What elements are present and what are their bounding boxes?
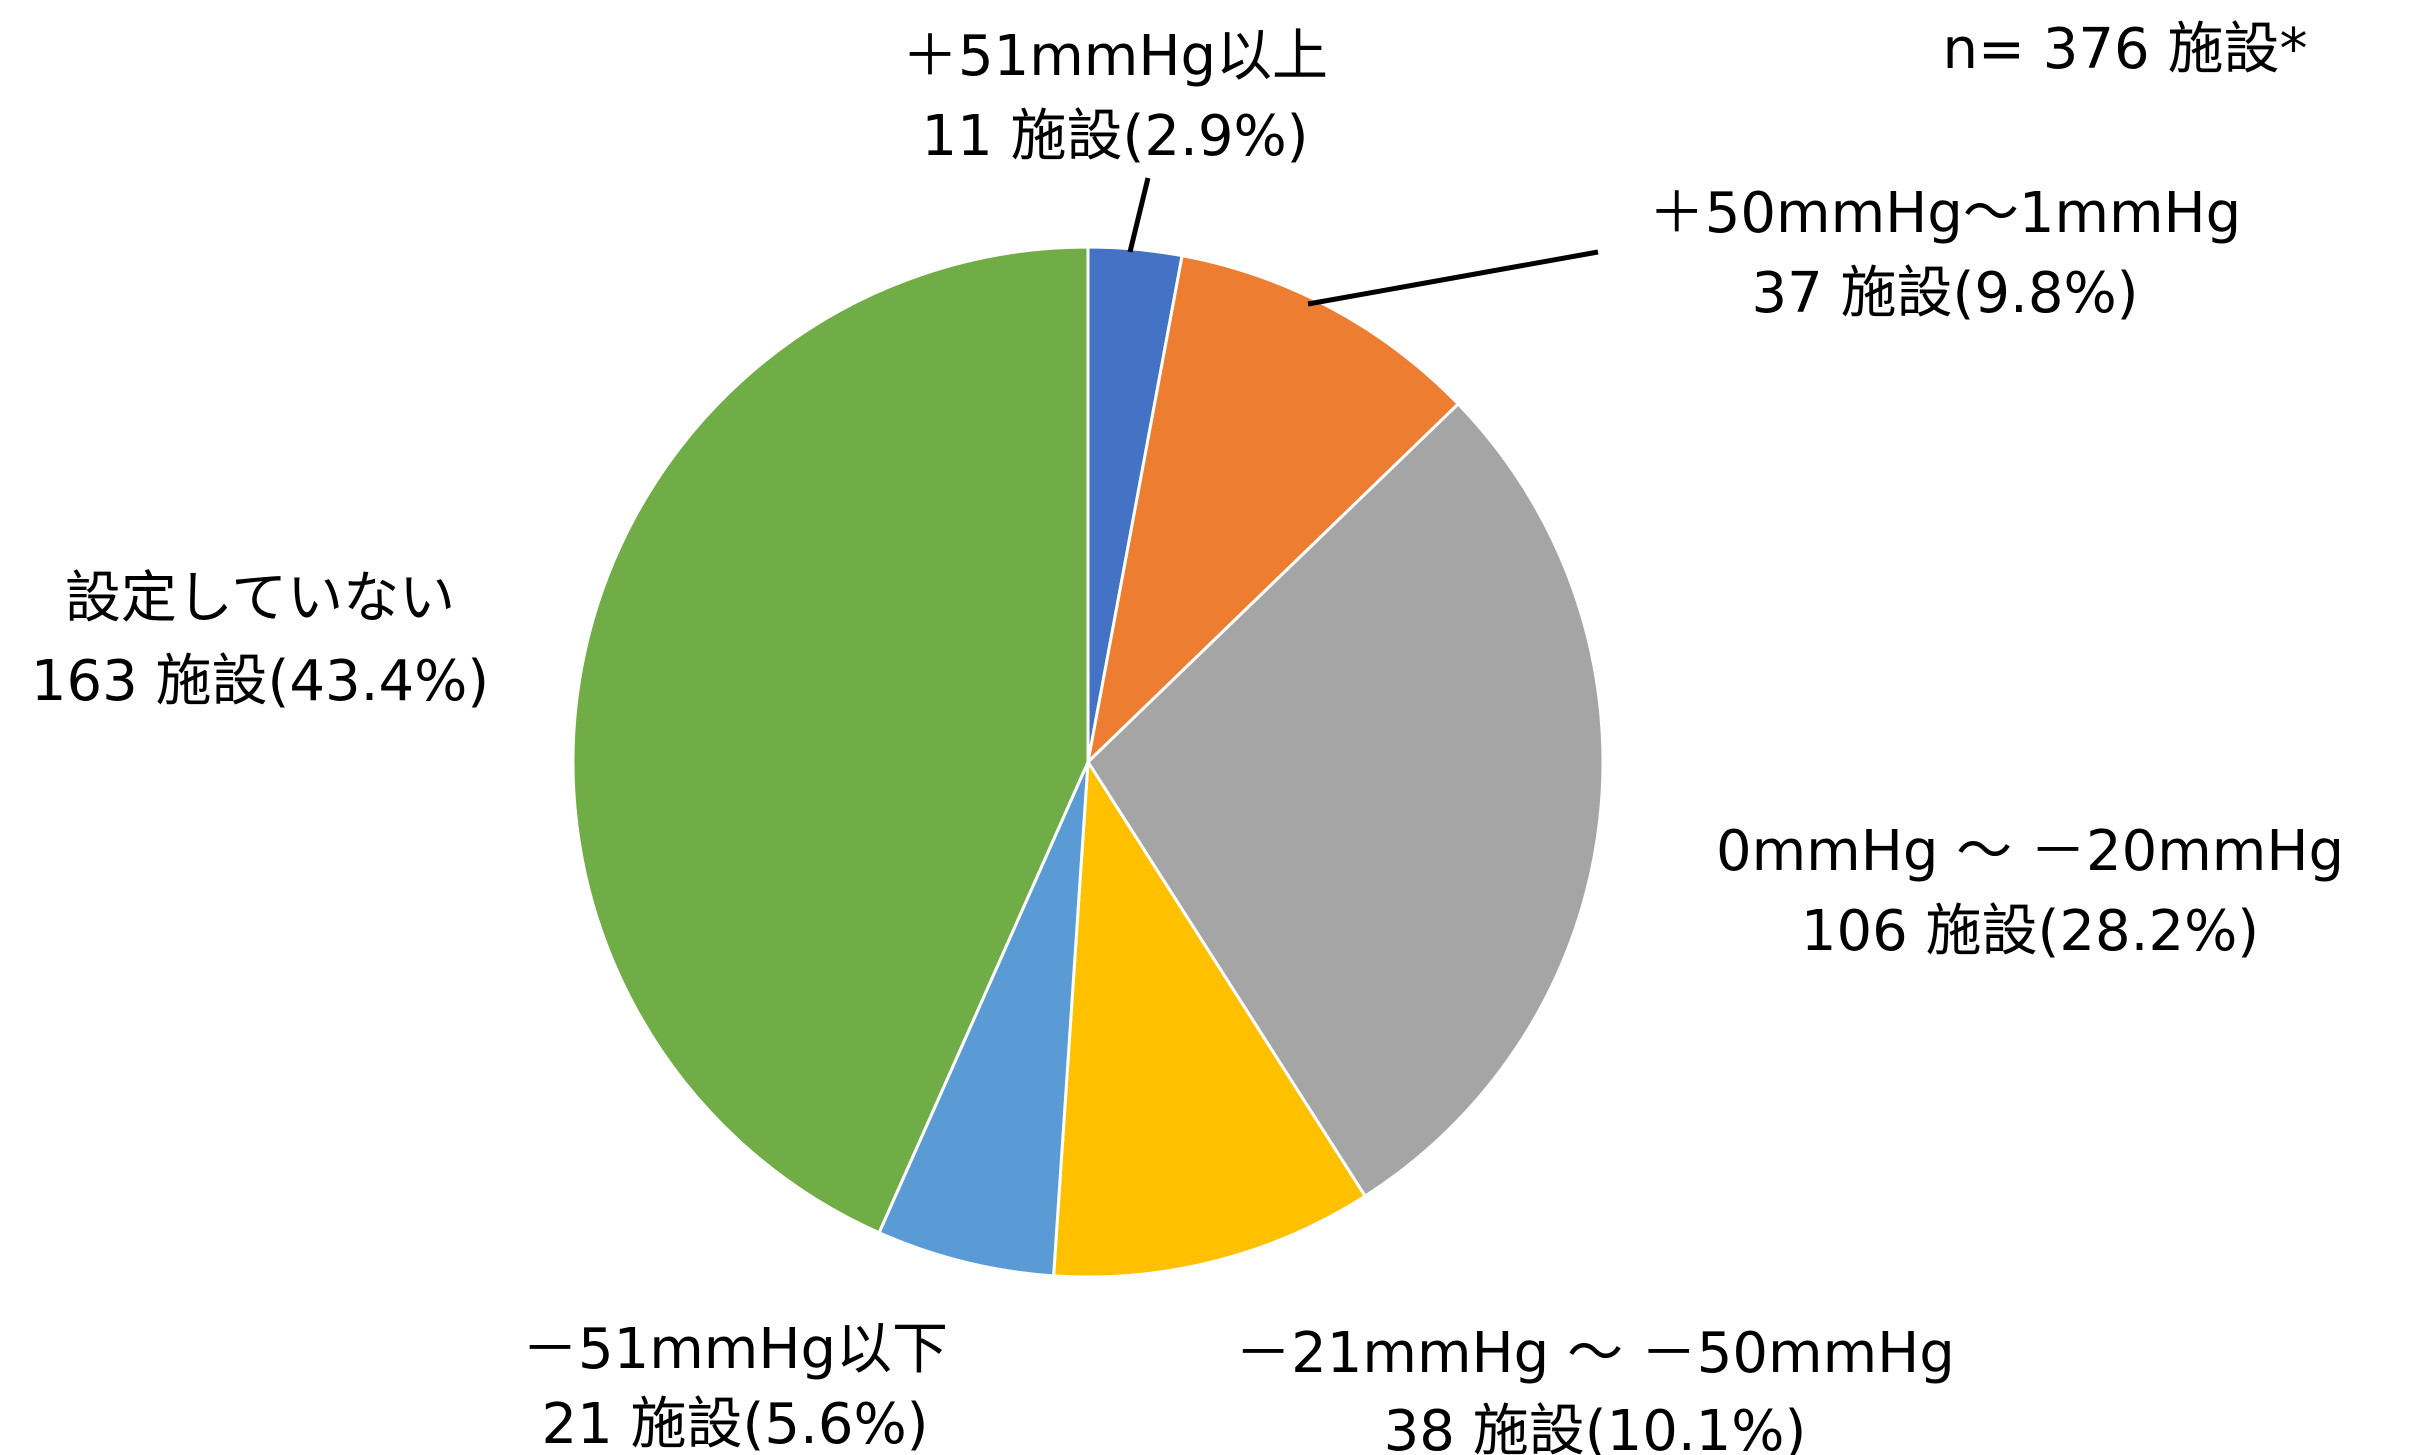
pie-slice	[1052, 757, 1368, 1279]
slice-count-label: 106 施設(28.2%)	[1801, 899, 2259, 964]
slice-count-label: 37 施設(9.8%)	[1751, 261, 2138, 326]
leader-lines	[1127, 177, 1599, 307]
slice-name-label: 設定していない	[65, 566, 455, 631]
slice-name-label: 0mmHg ～ －20mmHg	[1716, 819, 2344, 884]
slice-name-label: ＋51mmHg以上	[902, 24, 1328, 89]
pie-slice	[571, 245, 1090, 1235]
pie-slices	[571, 245, 1605, 1279]
leader-line	[1127, 177, 1151, 253]
slice-name-label: －51mmHg以下	[522, 1317, 948, 1382]
total-note: n= 376 施設*	[1943, 17, 2308, 82]
slice-labels: ＋51mmHg以上 11 施設(2.9%) ＋50mmHg～1mmHg 37 施設(9…	[31, 24, 2344, 1455]
pie-slice	[1086, 401, 1605, 1199]
slice-count-label: 21 施設(5.6%)	[541, 1392, 928, 1455]
leader-line	[1307, 249, 1599, 307]
slice-count-label: 163 施設(43.4%)	[31, 649, 489, 714]
slice-name-label: ＋50mmHg～1mmHg	[1649, 181, 2241, 246]
pie-slice	[1085, 253, 1461, 767]
slice-count-label: 38 施設(10.1%)	[1384, 1399, 1807, 1455]
slice-name-label: －21mmHg ～ －50mmHg	[1235, 1321, 1955, 1386]
slice-count-label: 11 施設(2.9%)	[921, 104, 1308, 169]
pie-slice	[877, 761, 1090, 1278]
